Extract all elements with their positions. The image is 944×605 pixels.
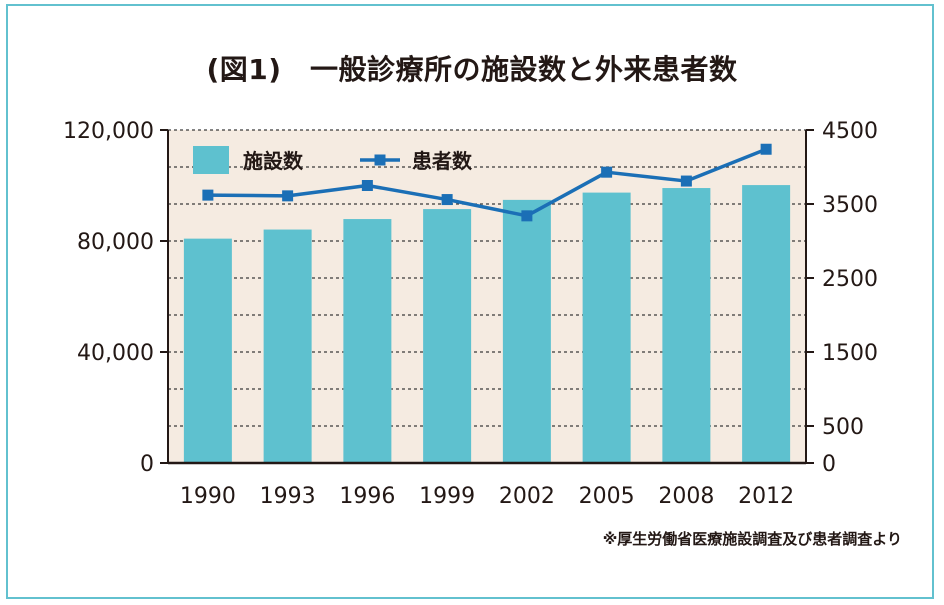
legend-line-label: 患者数	[412, 149, 473, 173]
legend-bar-label: 施設数	[243, 149, 304, 173]
y-left-tick-label-3: 120,000	[63, 119, 154, 144]
y-right-tick-label-3: 2500	[822, 267, 878, 292]
bar-1990	[183, 238, 232, 463]
bar-2008	[662, 188, 711, 463]
bar-2012	[742, 185, 791, 464]
line-point-1993	[282, 190, 294, 202]
x-tick-label-1999: 1999	[419, 484, 475, 509]
bar-1996	[343, 219, 392, 463]
y-right-tick-label-0: 0	[822, 452, 836, 477]
y-right-tick-label-1: 500	[822, 415, 864, 440]
line-point-1999	[441, 194, 453, 206]
line-point-2005	[601, 166, 613, 178]
bar-1993	[263, 229, 312, 463]
line-point-1990	[202, 189, 214, 201]
y-right-tick-label-5: 4500	[822, 119, 878, 144]
bar-2002	[502, 199, 551, 464]
legend-bar-swatch	[193, 146, 229, 174]
x-tick-label-2005: 2005	[579, 484, 635, 509]
line-point-1996	[361, 180, 373, 191]
y-left-tick-label-2: 80,000	[77, 230, 154, 255]
line-point-2008	[680, 175, 692, 187]
source-note: ※厚生労働省医療施設調査及び患者調査より	[602, 530, 902, 548]
line-point-2002	[521, 210, 533, 222]
bar-2005	[582, 192, 631, 463]
y-left-tick-label-1: 40,000	[77, 341, 154, 366]
y-right-tick-label-4: 3500	[822, 193, 878, 218]
line-series-patients	[207, 147, 767, 218]
y-left-tick-label-0: 0	[140, 452, 154, 477]
x-tick-label-1996: 1996	[339, 484, 395, 509]
x-tick-label-1993: 1993	[260, 484, 316, 509]
bar-1999	[423, 209, 472, 463]
x-tick-label-2008: 2008	[658, 484, 714, 509]
x-tick-label-2002: 2002	[499, 484, 555, 509]
legend-line-marker	[374, 154, 386, 166]
x-tick-label-1990: 1990	[180, 484, 236, 509]
line-point-2012	[760, 143, 772, 155]
x-tick-label-2012: 2012	[738, 484, 794, 509]
y-right-tick-label-2: 1500	[822, 341, 878, 366]
chart-title: (図1) 一般診療所の施設数と外来患者数	[206, 53, 738, 86]
